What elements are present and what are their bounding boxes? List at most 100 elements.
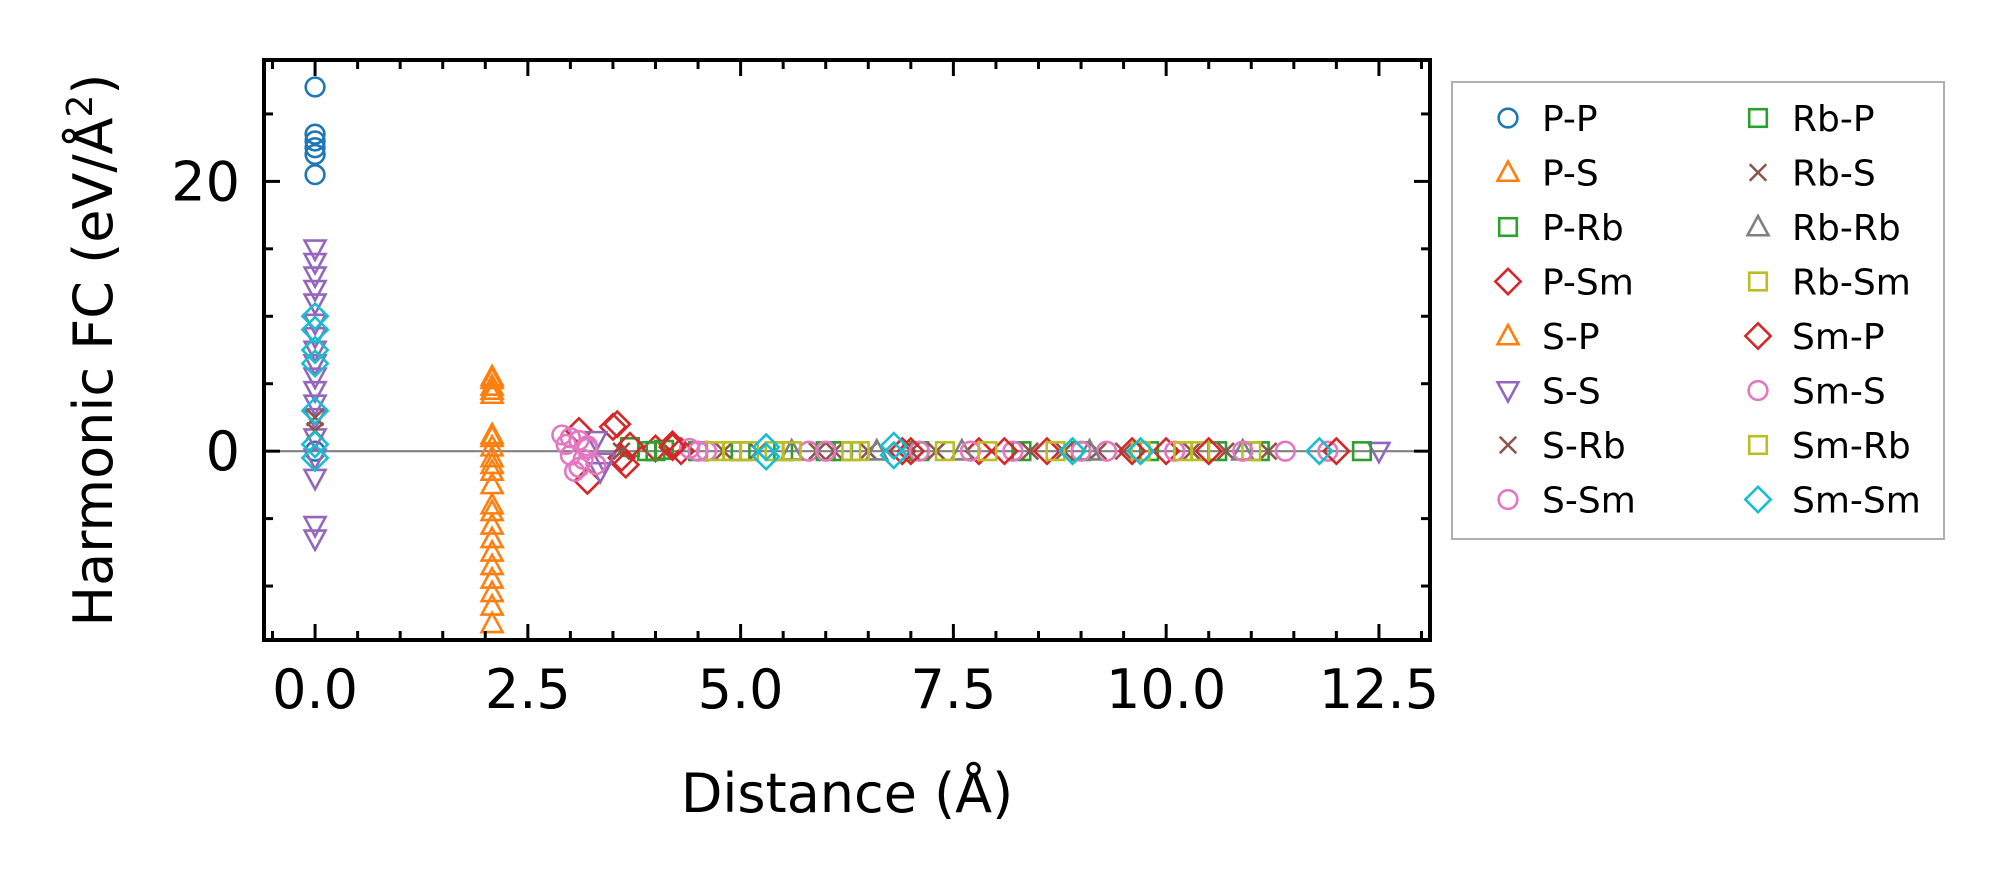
legend-item-p-rb: P-Rb xyxy=(1497,208,1624,249)
data-point xyxy=(300,443,330,473)
data-point xyxy=(479,491,505,515)
legend-item-rb-rb: Rb-Rb xyxy=(1745,208,1901,249)
data-point xyxy=(815,440,837,462)
legend-item-s-s: S-S xyxy=(1495,372,1601,413)
legend-item-rb-p: Rb-P xyxy=(1747,99,1875,140)
series-s-sm xyxy=(551,424,1339,483)
data-point xyxy=(300,429,330,459)
data-point xyxy=(1366,441,1392,465)
data-point xyxy=(302,367,328,391)
data-point xyxy=(1045,441,1066,462)
legend-item-rb-s: Rb-S xyxy=(1748,154,1876,195)
data-point xyxy=(1304,436,1334,466)
data-point xyxy=(304,137,326,159)
series-sm-sm xyxy=(300,301,1334,473)
legend-marker xyxy=(1747,271,1769,292)
x-tick-label: 12.5 xyxy=(1319,658,1439,721)
legend-label: S-Rb xyxy=(1542,426,1626,467)
data-point xyxy=(611,450,641,480)
legend-label: Sm-Rb xyxy=(1792,426,1911,467)
legend-marker xyxy=(1747,379,1769,402)
legend-label: Rb-P xyxy=(1792,99,1875,140)
data-point xyxy=(1020,441,1040,461)
data-point xyxy=(602,409,632,439)
data-point xyxy=(1114,441,1133,461)
legend-marker xyxy=(1497,488,1519,511)
data-point xyxy=(964,436,994,466)
data-point xyxy=(302,266,328,290)
data-point xyxy=(591,452,618,476)
legend: P-P P-S P-Rb P-Sm S-P S-S S-Rb S-Sm Rb-P Rb-S Rb-R… xyxy=(1451,81,1945,540)
data-point xyxy=(479,525,505,549)
data-point xyxy=(1274,440,1296,462)
legend-item-rb-sm: Rb-Sm xyxy=(1747,263,1911,304)
data-point xyxy=(479,450,505,475)
legend-marker xyxy=(1497,216,1519,238)
data-point xyxy=(300,315,330,345)
series-s-p xyxy=(479,363,505,515)
data-point xyxy=(977,441,998,462)
legend-label: Sm-P xyxy=(1792,317,1885,358)
data-point xyxy=(1241,441,1262,462)
legend-marker xyxy=(1497,107,1519,129)
legend-item-s-p: S-P xyxy=(1495,317,1600,358)
data-point xyxy=(934,441,955,462)
data-point xyxy=(302,515,328,540)
data-point xyxy=(1126,436,1156,466)
data-point xyxy=(687,440,709,462)
y-axis-label: Harmonic FC (eV/Å2) xyxy=(60,74,125,627)
data-point xyxy=(304,130,326,152)
x-tick-label: 0.0 xyxy=(272,658,358,721)
y-axis-label-main: Harmonic FC (eV/Å xyxy=(61,117,125,626)
data-point xyxy=(559,427,582,449)
legend-label: S-P xyxy=(1542,317,1600,358)
data-point xyxy=(896,436,926,466)
legend-marker xyxy=(1747,434,1769,456)
legend-label: Rb-Rb xyxy=(1792,208,1901,249)
x-tick-label: 7.5 xyxy=(910,658,996,721)
data-point xyxy=(1351,441,1373,462)
data-point xyxy=(302,448,328,472)
y-tick-label: 20 xyxy=(171,150,240,213)
data-point xyxy=(479,610,505,634)
data-point xyxy=(1058,436,1088,466)
data-point xyxy=(302,239,328,263)
data-point xyxy=(568,456,590,478)
data-point xyxy=(879,431,909,461)
data-point xyxy=(658,432,688,462)
data-point xyxy=(479,498,505,522)
data-point xyxy=(302,529,328,553)
data-point xyxy=(722,441,743,462)
data-point xyxy=(479,380,505,405)
plot-frame xyxy=(262,58,1432,642)
legend-marker xyxy=(1498,435,1518,455)
legend-item-p-sm: P-Sm xyxy=(1493,263,1634,304)
data-point xyxy=(1317,440,1339,462)
data-point xyxy=(1002,440,1024,462)
legend-item-sm-sm: Sm-Sm xyxy=(1743,481,1921,522)
legend-marker xyxy=(1743,485,1773,514)
data-point xyxy=(304,123,326,145)
data-point xyxy=(300,335,330,365)
data-point xyxy=(479,457,505,481)
legend-label: S-S xyxy=(1542,372,1601,413)
x-tick-label: 10.0 xyxy=(1106,658,1226,721)
data-point xyxy=(479,552,505,576)
series-sm-s xyxy=(559,427,1254,478)
legend-label: P-S xyxy=(1542,154,1599,195)
data-point xyxy=(305,408,325,427)
x-tick-label: 2.5 xyxy=(485,658,571,721)
data-point xyxy=(479,444,505,468)
legend-marker xyxy=(1495,322,1521,346)
data-point xyxy=(583,430,609,455)
legend-marker xyxy=(1495,158,1521,183)
data-point xyxy=(1216,441,1235,461)
x-tick-label: 5.0 xyxy=(698,658,784,721)
data-point xyxy=(949,437,975,461)
x-axis-label: Distance (Å) xyxy=(681,761,1013,825)
legend-label: S-Sm xyxy=(1542,481,1636,522)
data-point xyxy=(479,579,505,603)
legend-item-p-s: P-S xyxy=(1495,154,1599,195)
data-point xyxy=(304,143,326,166)
data-point xyxy=(479,565,505,589)
